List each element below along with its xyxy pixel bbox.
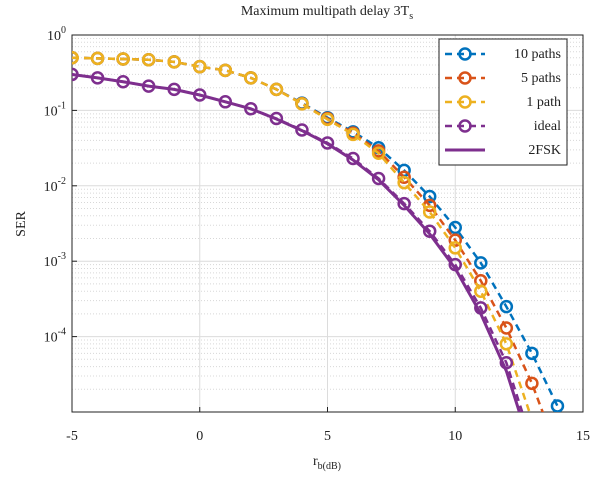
series-line: [72, 72, 521, 412]
data-point: [499, 321, 514, 335]
y-axis-label: SER: [14, 211, 29, 237]
legend-label: 10 paths: [514, 47, 561, 62]
data-point: [320, 136, 335, 150]
y-tick-label: 100: [47, 25, 66, 44]
data-point: [550, 399, 565, 412]
legend-marker: [458, 71, 472, 85]
data-point: [269, 82, 284, 97]
data-point: [474, 284, 488, 298]
series-line: [72, 56, 531, 412]
y-tick-label: 10-1: [44, 101, 66, 120]
legend-label: 1 path: [526, 95, 561, 110]
data-point: [422, 224, 437, 238]
y-tick-label: 10-3: [44, 251, 66, 270]
legend-marker: [458, 47, 472, 61]
legend-label: 5 paths: [521, 71, 561, 86]
data-point: [448, 241, 462, 255]
data-point: [448, 220, 462, 235]
x-tick-label: -5: [66, 429, 78, 444]
chart-title: Maximum multipath delay 3Ts: [241, 4, 413, 22]
data-point: [72, 50, 79, 65]
data-point: [474, 256, 488, 270]
legend-marker: [458, 119, 472, 133]
data-point: [193, 59, 207, 74]
data-point: [422, 189, 437, 204]
data-point: [295, 123, 309, 137]
data-point: [448, 233, 462, 247]
data-point: [499, 299, 514, 314]
x-tick-label: 10: [448, 429, 462, 444]
legend-label: 2FSK: [528, 143, 561, 158]
x-axis-label: rb(dB): [313, 454, 341, 472]
plot-area: [72, 50, 565, 412]
data-point: [244, 71, 258, 85]
x-tick-label: 15: [576, 429, 590, 444]
y-tick-label: 10-4: [44, 327, 66, 346]
data-point: [525, 376, 539, 391]
data-point: [397, 175, 411, 190]
data-point: [90, 51, 105, 66]
data-point: [371, 171, 386, 186]
data-point: [422, 205, 437, 219]
data-point: [218, 63, 233, 78]
data-point: [141, 52, 156, 67]
data-point: [525, 346, 539, 361]
data-point: [320, 112, 335, 127]
plot-frame: [71, 34, 584, 413]
data-point: [116, 52, 130, 66]
legend-label: ideal: [534, 119, 561, 134]
data-point: [371, 146, 386, 161]
data-point: [295, 97, 309, 111]
y-tick-label: 10-2: [44, 176, 66, 195]
data-point: [269, 111, 284, 126]
data-point: [499, 337, 514, 351]
data-point: [346, 151, 360, 166]
legend-marker: [458, 95, 472, 109]
data-point: [346, 127, 360, 142]
x-tick-label: 5: [324, 429, 331, 444]
data-point: [397, 196, 411, 211]
data-point: [167, 55, 181, 69]
x-tick-label: 0: [196, 429, 203, 444]
